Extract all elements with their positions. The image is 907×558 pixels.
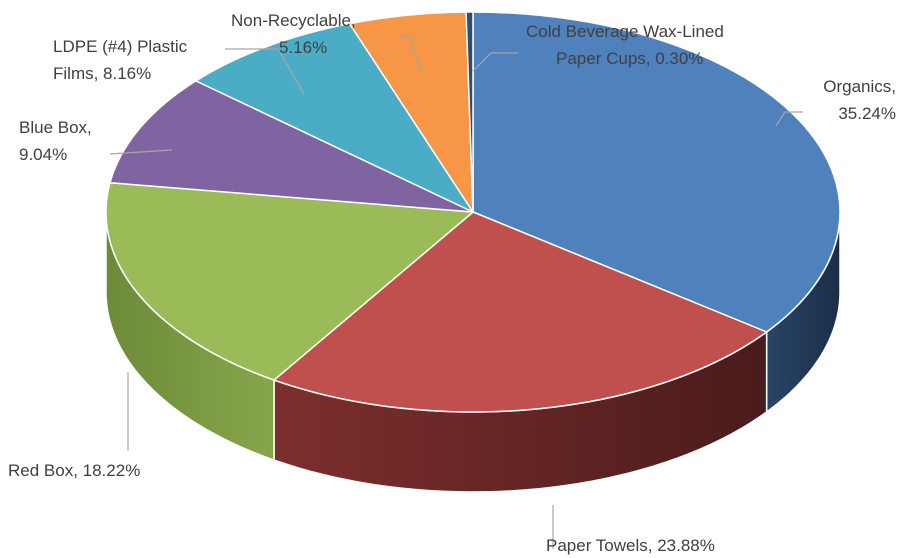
data-label-cold-beverage-wax-lined-paper-cups: Cold Beverage Wax-Lined (526, 22, 724, 41)
pie-slice-paper-towels (273, 211, 768, 413)
pie-slice-cold-beverage-wax-lined-paper-cups (465, 11, 474, 213)
data-label-non-recyclable: 5.16% (279, 38, 327, 57)
leader-line-ldpe-4-plastic-films (225, 48, 305, 95)
leader-line-cold-beverage-wax-lined-paper-cups (472, 52, 518, 72)
pie-slices (105, 11, 841, 413)
data-label-ldpe-4-plastic-films: LDPE (#4) Plastic (53, 37, 188, 56)
data-label-non-recyclable: Non-Recyclable, (231, 11, 356, 30)
pie-slice-red-box (105, 181, 474, 381)
leader-line-blue-box (109, 149, 173, 155)
data-labels: Organics, 35.24% Paper Towels, 23.88% Red B… (8, 11, 896, 555)
data-label-cold-beverage-wax-lined-paper-cups: Paper Cups, 0.30% (556, 49, 703, 68)
data-label-paper-towels: Paper Towels, 23.88% (546, 536, 715, 555)
data-label-organics: 35.24% (838, 104, 896, 123)
leader-line-organics (775, 111, 803, 127)
data-label-red-box: Red Box, 18.22% (8, 461, 140, 480)
pie-slice-ldpe-4-plastic-films (195, 22, 474, 213)
leader-line-non-recyclable (398, 35, 423, 74)
pie-slice-blue-box (109, 80, 474, 213)
data-label-blue-box: Blue Box, (19, 118, 92, 137)
leader-lines (109, 35, 803, 549)
data-label-blue-box: 9.04% (19, 145, 67, 164)
data-label-organics: Organics, (823, 77, 896, 96)
data-label-ldpe-4-plastic-films: Films, 8.16% (53, 64, 151, 83)
pie-slice-organics (472, 11, 841, 333)
